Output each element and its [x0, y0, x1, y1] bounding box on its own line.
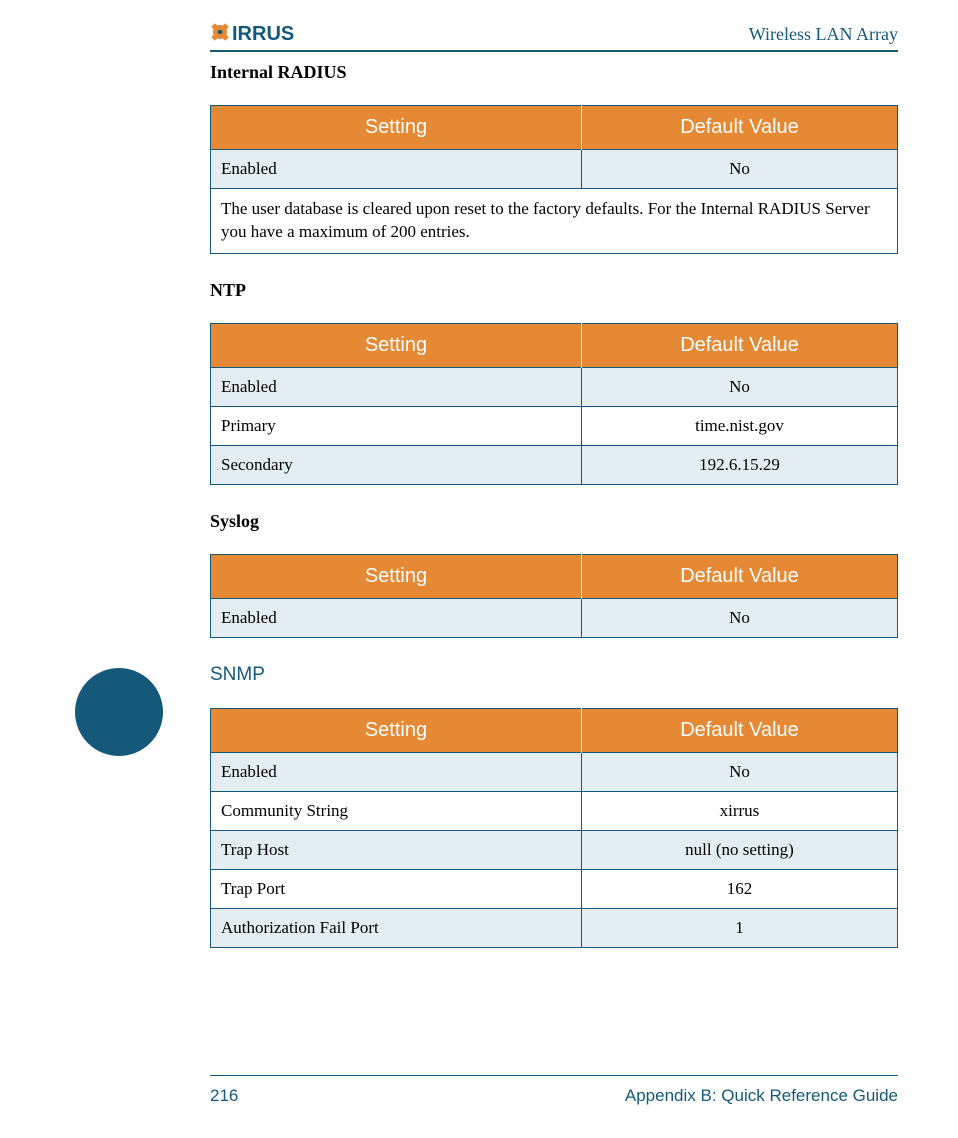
setting-cell: Secondary [211, 445, 582, 484]
section-title-internal-radius: Internal RADIUS [210, 62, 898, 83]
section-title-snmp: SNMP [210, 664, 898, 686]
setting-cell: Enabled [211, 752, 582, 791]
column-header-default: Default Value [581, 323, 897, 367]
value-cell: No [581, 598, 897, 637]
svg-text:IRRUS: IRRUS [232, 23, 294, 45]
table-row: Enabled No [211, 752, 898, 791]
xirrus-logo: IRRUS [210, 18, 360, 51]
footer-rule [210, 1075, 898, 1077]
column-header-setting: Setting [211, 106, 582, 150]
table-header-row: Setting Default Value [211, 554, 898, 598]
side-ornament-circle [75, 668, 163, 756]
column-header-default: Default Value [581, 554, 897, 598]
doc-title: Wireless LAN Array [749, 24, 898, 45]
column-header-setting: Setting [211, 554, 582, 598]
value-cell: 162 [581, 869, 897, 908]
table-row: Enabled No [211, 598, 898, 637]
note-cell: The user database is cleared upon reset … [211, 189, 898, 254]
page-header: IRRUS Wireless LAN Array [210, 18, 898, 58]
header-rule [210, 50, 898, 52]
table-row: Primary time.nist.gov [211, 406, 898, 445]
page: IRRUS Wireless LAN Array Internal RADIUS… [0, 0, 958, 1138]
setting-cell: Trap Port [211, 869, 582, 908]
value-cell: No [581, 752, 897, 791]
setting-cell: Community String [211, 791, 582, 830]
table-row: Trap Port 162 [211, 869, 898, 908]
column-header-default: Default Value [581, 708, 897, 752]
section-title-ntp: NTP [210, 280, 898, 301]
value-cell: 1 [581, 908, 897, 947]
table-row: Enabled No [211, 150, 898, 189]
table-ntp: Setting Default Value Enabled No Primary… [210, 323, 898, 485]
value-cell: 192.6.15.29 [581, 445, 897, 484]
setting-cell: Authorization Fail Port [211, 908, 582, 947]
page-number: 216 [210, 1086, 238, 1106]
column-header-setting: Setting [211, 708, 582, 752]
table-note-row: The user database is cleared upon reset … [211, 189, 898, 254]
value-cell: No [581, 150, 897, 189]
table-syslog: Setting Default Value Enabled No [210, 554, 898, 638]
column-header-default: Default Value [581, 106, 897, 150]
table-row: Secondary 192.6.15.29 [211, 445, 898, 484]
setting-cell: Enabled [211, 150, 582, 189]
page-footer: 216 Appendix B: Quick Reference Guide [210, 1082, 898, 1106]
setting-cell: Enabled [211, 367, 582, 406]
setting-cell: Enabled [211, 598, 582, 637]
table-snmp: Setting Default Value Enabled No Communi… [210, 708, 898, 948]
column-header-setting: Setting [211, 323, 582, 367]
table-header-row: Setting Default Value [211, 323, 898, 367]
table-row: Community String xirrus [211, 791, 898, 830]
section-title-syslog: Syslog [210, 511, 898, 532]
table-internal-radius: Setting Default Value Enabled No The use… [210, 105, 898, 254]
table-header-row: Setting Default Value [211, 708, 898, 752]
table-row: Enabled No [211, 367, 898, 406]
table-row: Authorization Fail Port 1 [211, 908, 898, 947]
setting-cell: Trap Host [211, 830, 582, 869]
setting-cell: Primary [211, 406, 582, 445]
table-header-row: Setting Default Value [211, 106, 898, 150]
appendix-label: Appendix B: Quick Reference Guide [625, 1086, 898, 1106]
table-row: Trap Host null (no setting) [211, 830, 898, 869]
content-area: Internal RADIUS Setting Default Value En… [210, 62, 898, 954]
value-cell: null (no setting) [581, 830, 897, 869]
value-cell: No [581, 367, 897, 406]
value-cell: xirrus [581, 791, 897, 830]
value-cell: time.nist.gov [581, 406, 897, 445]
